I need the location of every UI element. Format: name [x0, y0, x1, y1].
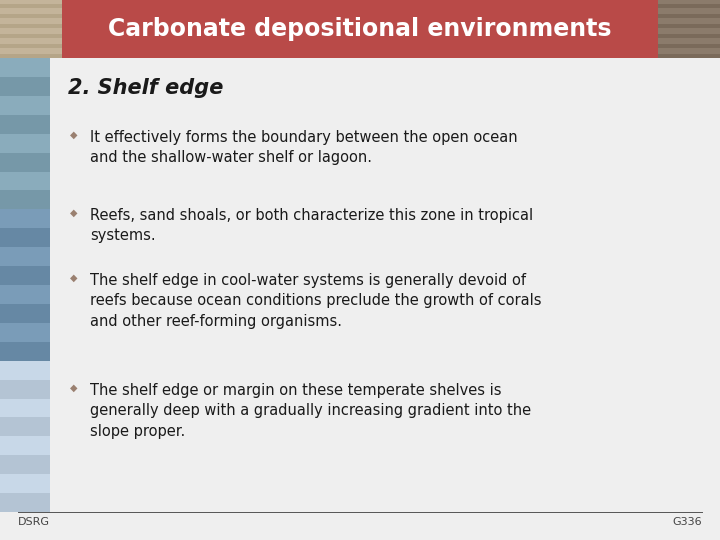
Bar [658, 0, 720, 58]
Text: The shelf edge or margin on these temperate shelves is
generally deep with a gra: The shelf edge or margin on these temper… [90, 383, 531, 439]
Text: Reefs, sand shoals, or both characterize this zone in tropical
systems.: Reefs, sand shoals, or both characterize… [90, 208, 533, 244]
Bar [0, 58, 50, 210]
Text: The shelf edge in cool-water systems is generally devoid of
reefs because ocean : The shelf edge in cool-water systems is … [90, 273, 541, 329]
Bar [0, 304, 50, 323]
Text: ◆: ◆ [70, 208, 78, 218]
Bar [0, 0, 62, 58]
Bar [0, 417, 50, 436]
Bar [0, 44, 62, 48]
Bar [0, 54, 62, 58]
Bar [0, 77, 50, 96]
Bar [0, 266, 50, 285]
Bar [0, 114, 50, 134]
Bar [658, 54, 720, 58]
Bar [658, 24, 720, 28]
Bar [0, 493, 50, 512]
Text: 2. Shelf edge: 2. Shelf edge [68, 78, 223, 98]
Bar [0, 455, 50, 474]
Bar [0, 228, 50, 247]
Bar [0, 342, 50, 361]
Bar [0, 0, 720, 58]
Bar [0, 191, 50, 210]
Text: ◆: ◆ [70, 273, 78, 283]
Text: ◆: ◆ [70, 383, 78, 393]
Bar [658, 34, 720, 38]
Bar [0, 34, 62, 38]
Text: Carbonate depositional environments: Carbonate depositional environments [108, 17, 612, 41]
Text: ◆: ◆ [70, 130, 78, 140]
Text: It effectively forms the boundary between the open ocean
and the shallow-water s: It effectively forms the boundary betwee… [90, 130, 518, 165]
Bar [0, 24, 62, 28]
Bar [0, 380, 50, 399]
Bar [0, 4, 62, 8]
Bar [0, 14, 62, 18]
Text: G336: G336 [672, 517, 702, 527]
Bar [658, 4, 720, 8]
Bar [0, 153, 50, 172]
Bar [658, 44, 720, 48]
Text: DSRG: DSRG [18, 517, 50, 527]
Bar [0, 361, 50, 512]
Bar [0, 210, 50, 361]
Bar [658, 14, 720, 18]
